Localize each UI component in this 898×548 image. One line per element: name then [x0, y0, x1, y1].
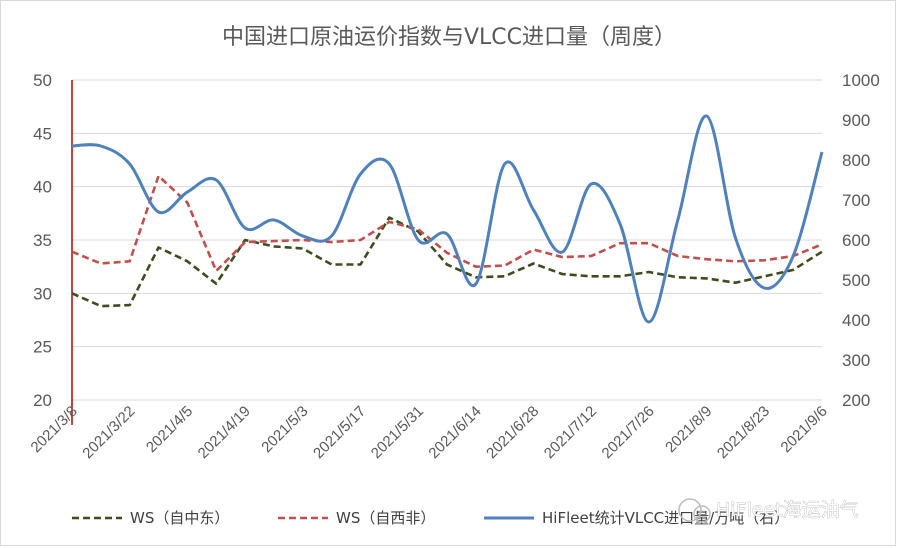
- right-tick-label: 700: [842, 191, 870, 210]
- series-line-1: [71, 216, 823, 308]
- left-tick-label: 35: [33, 231, 52, 250]
- chart-title: 中国进口原油运价指数与VLCC进口量（周度）: [222, 25, 676, 50]
- x-tick-label: 2021/4/19: [195, 403, 254, 462]
- right-tick-label: 900: [842, 111, 870, 130]
- legend-label: WS（自西非）: [336, 509, 435, 527]
- x-tick-label: 2021/5/31: [368, 403, 427, 462]
- x-tick-label: 2021/4/5: [143, 403, 196, 456]
- x-tick-label: 2021/5/3: [258, 403, 311, 456]
- x-tick-label: 2021/9/6: [778, 403, 831, 456]
- legend-label: HiFleet统计VLCC进口量/万吨（右）: [542, 509, 789, 527]
- x-tick-label: 2021/5/17: [310, 403, 369, 462]
- x-tick-label: 2021/3/8: [28, 403, 81, 456]
- left-tick-label: 40: [33, 178, 52, 197]
- left-tick-label: 25: [33, 338, 52, 357]
- x-tick-label: 2021/8/9: [662, 403, 715, 456]
- legend-label: WS（自中东）: [130, 509, 229, 527]
- series-lines: [71, 114, 824, 324]
- right-tick-label: 400: [842, 311, 870, 330]
- watermark-text: HiFleet海运油气: [716, 499, 859, 521]
- left-tick-label: 45: [33, 124, 52, 143]
- right-tick-label: 1000: [842, 71, 880, 90]
- axes: 20 25 30 35 40 45 50 200 300 400 500 600 700 800 900 10…: [28, 71, 880, 462]
- series-line-3: [71, 114, 824, 324]
- left-tick-label: 50: [33, 71, 52, 90]
- x-tick-label: 2021/6/28: [483, 403, 542, 462]
- x-tick-label: 2021/6/14: [425, 403, 484, 462]
- right-tick-label: 800: [842, 151, 870, 170]
- watermark: HiFleet海运油气: [678, 498, 859, 523]
- series-line-2: [71, 174, 823, 273]
- left-tick-label: 20: [33, 391, 52, 410]
- right-tick-label: 300: [842, 351, 870, 370]
- x-tick-label: 2021/7/12: [541, 403, 600, 462]
- right-tick-label: 500: [842, 271, 870, 290]
- x-tick-label: 2021/3/22: [79, 403, 138, 462]
- legend: WS（自中东） WS（自西非） HiFleet统计VLCC进口量/万吨（右）: [72, 509, 789, 527]
- x-tick-label: 2021/8/23: [714, 403, 773, 462]
- wechat-icon-small: [693, 505, 711, 523]
- right-tick-label: 200: [842, 391, 870, 410]
- wechat-icon: [678, 498, 702, 522]
- right-tick-label: 600: [842, 231, 870, 250]
- left-tick-label: 30: [33, 284, 52, 303]
- x-tick-label: 2021/7/26: [599, 403, 658, 462]
